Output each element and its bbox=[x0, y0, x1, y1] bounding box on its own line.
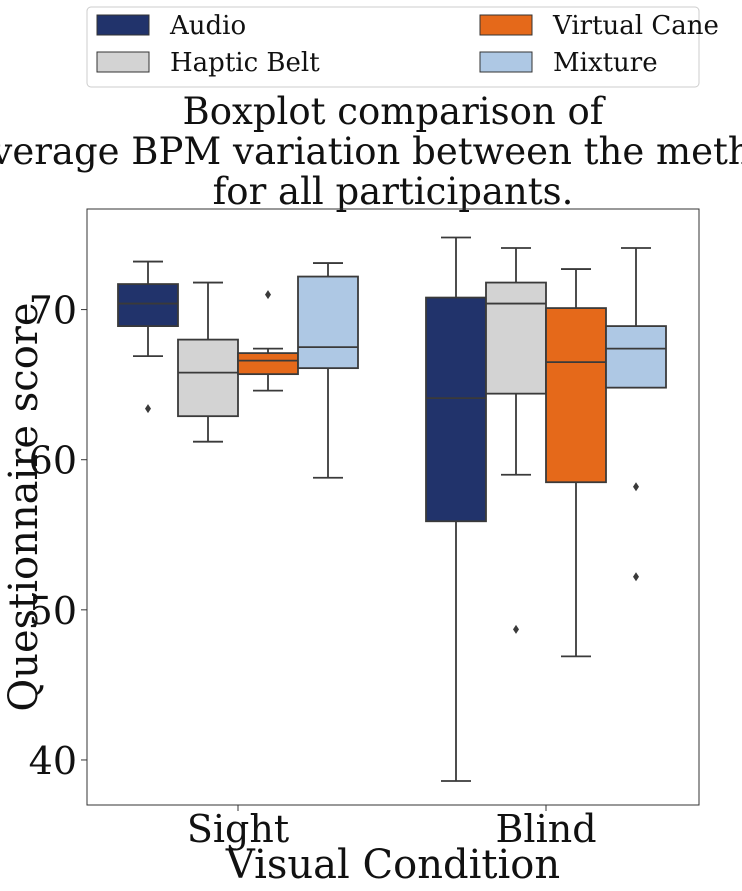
chart-title-line-1: Boxplot comparison of bbox=[183, 90, 606, 133]
box-body bbox=[605, 325, 667, 389]
x-tick-label: Blind bbox=[495, 807, 596, 851]
box-3-1 bbox=[605, 247, 667, 582]
legend-swatch bbox=[479, 51, 533, 73]
legend: Audio Haptic Belt Virtual Cane Mixture bbox=[86, 6, 719, 88]
outlier-point bbox=[145, 404, 151, 414]
y-tick-label: 40 bbox=[29, 739, 77, 783]
box-body bbox=[485, 281, 547, 395]
y-axis: 40 50 60 70 bbox=[29, 289, 87, 783]
box-3-0 bbox=[297, 262, 359, 479]
box-1-1 bbox=[485, 247, 547, 634]
box-body bbox=[297, 275, 359, 370]
x-axis-label: Visual Condition bbox=[225, 842, 560, 888]
box-0-0 bbox=[117, 260, 179, 414]
box-body bbox=[117, 283, 179, 327]
box-2-1 bbox=[545, 268, 607, 658]
box-1-0 bbox=[177, 281, 239, 443]
legend-label: Audio bbox=[169, 11, 246, 41]
box-group bbox=[117, 236, 667, 782]
legend-frame bbox=[86, 6, 700, 88]
outlier-point bbox=[513, 624, 519, 634]
outlier-point bbox=[633, 572, 639, 582]
chart-title-line-3: for all participants. bbox=[213, 170, 574, 213]
y-tick-label: 50 bbox=[29, 589, 77, 633]
outlier-point bbox=[265, 290, 271, 300]
legend-swatch bbox=[479, 14, 533, 36]
legend-swatch bbox=[96, 51, 150, 73]
chart-title-line-2: average BPM variation between the method… bbox=[0, 130, 742, 173]
plot-area-frame bbox=[86, 208, 700, 806]
y-tick-label: 60 bbox=[29, 439, 77, 483]
y-axis-label: Questionnaire score bbox=[1, 302, 47, 711]
x-tick-label: Sight bbox=[187, 807, 289, 851]
box-2-0 bbox=[237, 290, 299, 392]
box-body bbox=[425, 296, 487, 523]
outlier-point bbox=[633, 482, 639, 492]
legend-label: Virtual Cane bbox=[552, 11, 719, 41]
legend-label: Mixture bbox=[553, 48, 658, 78]
box-body bbox=[237, 352, 299, 376]
box-body bbox=[545, 307, 607, 484]
box-0-1 bbox=[425, 236, 487, 782]
y-tick-label: 70 bbox=[29, 289, 77, 333]
legend-swatch bbox=[96, 14, 150, 36]
x-axis: Sight Blind bbox=[187, 805, 597, 851]
box-body bbox=[177, 338, 239, 418]
legend-label: Haptic Belt bbox=[170, 48, 320, 78]
